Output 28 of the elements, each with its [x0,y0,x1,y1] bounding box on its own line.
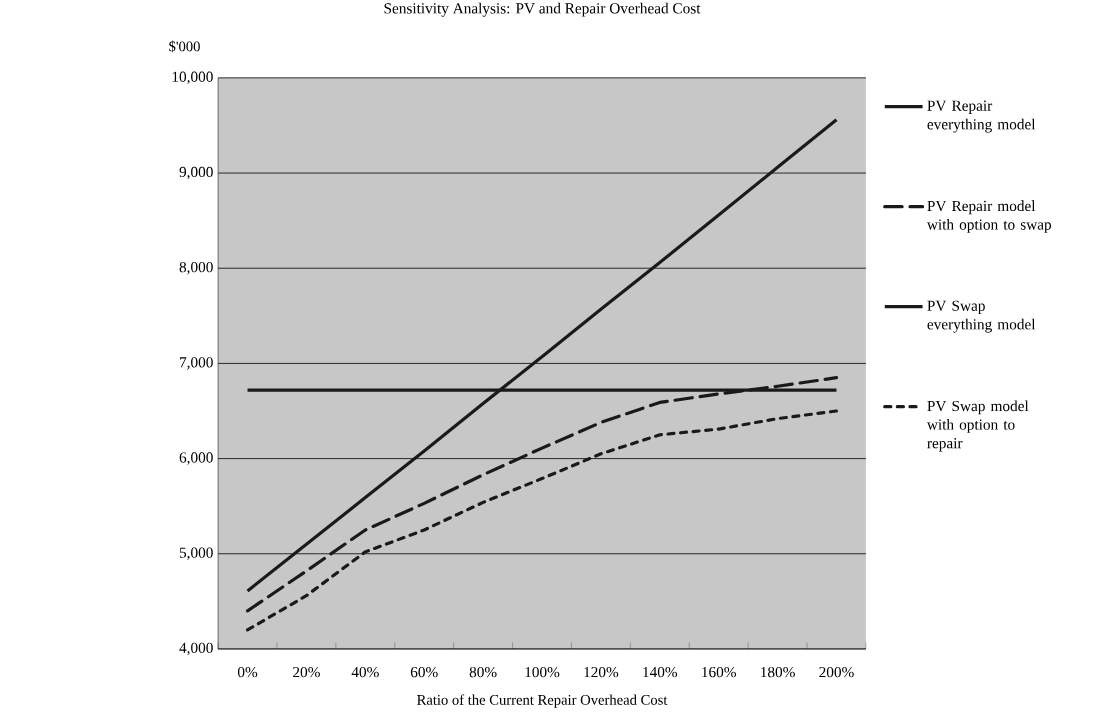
y-tick-label: 7,000 [180,357,213,370]
y-tick-label: 10,000 [172,71,213,85]
chart-title: Sensitivity Analysis: PV and Repair Overhead Cost [384,2,701,17]
y-tick-label: 9,000 [179,166,213,180]
y-tick-label: 8,000 [179,261,213,275]
x-tick-label: 160% [702,666,736,678]
x-tick-label: 120% [584,666,619,678]
x-tick-label: 20% [293,666,320,678]
y-tick-label: 6,000 [179,452,213,465]
x-axis-title: Ratio of the Current Repair Overhead Cost [417,694,668,708]
legend-label: PV Repair model with option to swap [926,200,1052,233]
line-series [245,409,839,632]
legend-label: PV Repair everything model [927,100,1036,133]
legend-label: PV Swap everything model [927,300,1036,333]
y-axis-title: $'000 [169,40,200,53]
x-tick-label: 180% [761,666,795,678]
line-series [245,118,839,593]
y-tick-label: 5,000 [179,547,213,560]
y-tick-label: 4,000 [179,642,213,656]
legend-label: PV Swap model with option to repair [926,400,1029,452]
line-series [245,376,839,613]
x-tick-label: 0% [237,666,258,678]
x-tick-label: 200% [819,666,854,678]
x-tick-label: 40% [351,666,379,678]
x-tick-label: 80% [469,666,497,678]
x-tick-label: 140% [643,666,678,678]
x-tick-label: 60% [410,666,438,678]
x-tick-label: 100% [525,666,560,678]
